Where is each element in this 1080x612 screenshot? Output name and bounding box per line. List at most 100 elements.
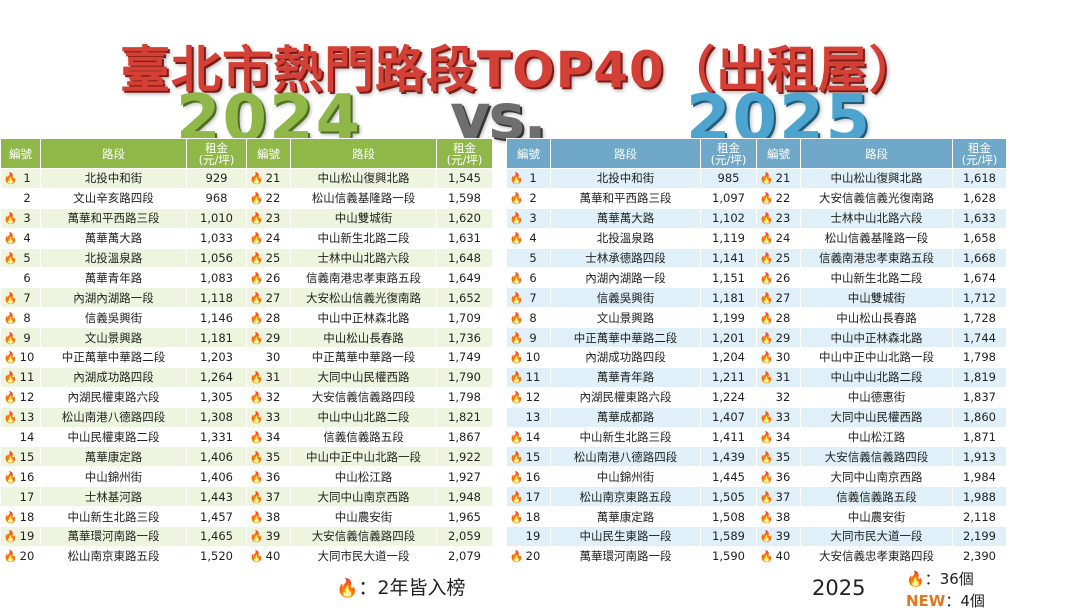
rank-number: 18 [19,509,35,524]
flame-icon: 🔥 [509,490,524,504]
header-road: 路段 [800,138,953,169]
header-road: 路段 [40,138,187,169]
road-cell: 中山新生北路三段 [550,426,701,448]
table-row: 🔥 20 萬華環河南路一段 1,590 🔥 40 大安信義忠孝東路四段 2,390 [506,545,1007,567]
rank-cell: 🔥 4 [0,227,41,249]
rent-cell: 1,305 [186,386,247,408]
road-cell: 中山中山北路二段 [290,406,437,428]
flame-icon: 🔥 [3,391,18,405]
table-row: 🔥 8 文山景興路 1,199 🔥 28 中山松山長春路 1,728 [506,307,1007,329]
road-cell: 中山農安街 [290,506,437,528]
rank-number: 9 [23,330,31,345]
flame-icon: 🔥 [759,192,774,206]
header-rent-line1: 租金 [968,140,991,155]
rank-number: 23 [265,211,281,226]
flame-icon: 🔥 [509,450,524,464]
legend-flame-count-text: ：36個 [924,570,974,588]
rank-cell: 🔥 31 [756,366,801,388]
header-rent: 租金 (元/坪) [186,138,247,169]
flame-icon: 🔥 [759,311,774,325]
flame-icon: 🔥 [249,192,264,206]
rank-cell: 🔥 27 [246,287,291,309]
rent-cell: 1,407 [700,406,757,428]
flame-icon: 🔥 [249,212,264,226]
road-cell: 中山雙城街 [800,287,953,309]
rank-cell: 🔥 29 [246,327,291,349]
rank-number: 2 [23,191,31,206]
flame-icon: 🔥 [509,331,524,345]
table-2025: 編號 路段 租金 (元/坪) 編號 路段 租金 (元/坪) 🔥 1 北投中和街 985 🔥 2… [506,138,1007,567]
rent-cell: 1,199 [700,307,757,329]
rent-cell: 1,988 [952,486,1007,508]
flame-icon: 🔥 [759,271,774,285]
rank-cell: 🔥 7 [0,287,41,309]
table-row: 🔥 11 萬華青年路 1,211 🔥 31 中山中山北路二段 1,819 [506,366,1007,388]
rank-cell: 🔥 29 [756,327,801,349]
road-cell: 萬華成都路 [550,406,701,428]
flame-icon: 🔥 [759,550,774,564]
rank-number: 28 [775,310,791,325]
rent-cell: 1,224 [700,386,757,408]
rank-cell: 13 [506,406,551,428]
rent-cell: 1,674 [952,267,1007,289]
flame-icon: 🔥 [759,212,774,226]
road-cell: 中山農安街 [800,506,953,528]
rank-number: 15 [19,449,35,464]
table-row: 🔥 15 萬華康定路 1,406 🔥 35 中山中正中山北路一段 1,922 [0,446,493,468]
road-cell: 大同市民大道一段 [800,526,953,547]
rent-cell: 1,712 [952,287,1007,309]
table-row: 14 中山民權東路二段 1,331 🔥 34 信義信義路五段 1,867 [0,426,493,448]
table-row: 🔥 19 萬華環河南路一段 1,465 🔥 39 大安信義信義路四段 2,059 [0,526,493,547]
table-row: 🔥 3 萬華萬大路 1,102 🔥 23 士林中山北路六段 1,633 [506,207,1007,229]
flame-icon: 🔥 [509,510,524,524]
rent-cell: 1,837 [952,386,1007,408]
road-cell: 萬華青年路 [550,366,701,388]
flame-icon: 🔥 [759,450,774,464]
table-row: 🔥 9 中正萬華中華路二段 1,201 🔥 29 中山中正林森北路 1,744 [506,327,1007,349]
rent-cell: 1,457 [186,506,247,528]
rent-cell: 1,201 [700,327,757,349]
rank-number: 39 [775,529,791,544]
flame-icon: 🔥 [906,570,925,588]
road-cell: 士林基河路 [40,486,187,508]
road-cell: 信義信義路五段 [800,486,953,508]
table-row: 🔥 5 北投溫泉路 1,056 🔥 25 士林中山北路六段 1,648 [0,247,493,269]
rank-cell: 19 [506,526,551,547]
rank-cell: 🔥 28 [246,307,291,329]
flame-icon: 🔥 [249,510,264,524]
table-row: 🔥 13 松山南港八德路四段 1,308 🔥 33 中山中山北路二段 1,821 [0,406,493,428]
rank-number: 32 [775,390,791,405]
flame-icon: 🔥 [759,351,774,365]
road-cell: 中山松山長春路 [290,327,437,349]
road-cell: 信義吳興街 [40,307,187,329]
road-cell: 信義吳興街 [550,287,701,309]
rank-number: 36 [265,469,281,484]
rank-number: 16 [525,469,541,484]
rent-cell: 1,927 [436,466,493,488]
table-2024: 編號 路段 租金 (元/坪) 編號 路段 租金 (元/坪) 🔥 1 北投中和街 929 🔥 2… [0,138,493,567]
road-cell: 中山民權東路二段 [40,426,187,448]
rent-cell: 1,728 [952,307,1007,329]
header-rent-line2: (元/坪) [446,152,483,167]
table-row: 17 士林基河路 1,443 🔥 37 大同中山南京西路 1,948 [0,486,493,508]
rank-number: 35 [775,449,791,464]
road-cell: 中正萬華中華路一段 [290,347,437,368]
road-cell: 大安松山信義光復南路 [290,287,437,309]
road-cell: 內湖內湖路一段 [40,287,187,309]
table-row: 🔥 16 中山錦州街 1,445 🔥 36 大同中山南京西路 1,984 [506,466,1007,488]
road-cell: 中山松山長春路 [800,307,953,329]
road-cell: 內湖民權東路六段 [550,386,701,408]
rent-cell: 1,411 [700,426,757,448]
rent-cell: 1,798 [436,386,493,408]
rank-cell: 🔥 15 [506,446,551,468]
rank-number: 10 [19,350,35,365]
flame-icon: 🔥 [759,371,774,385]
flame-icon: 🔥 [3,470,18,484]
table-row: 🔥 2 萬華和平西路三段 1,097 🔥 22 大安信義信義光復南路 1,628 [506,187,1007,209]
rent-cell: 1,102 [700,207,757,229]
rent-cell: 1,649 [436,267,493,289]
table-header-row: 編號 路段 租金 (元/坪) 編號 路段 租金 (元/坪) [0,138,493,169]
flame-icon: 🔥 [3,371,18,385]
rank-cell: 🔥 30 [756,347,801,368]
road-cell: 中山松江路 [290,466,437,488]
